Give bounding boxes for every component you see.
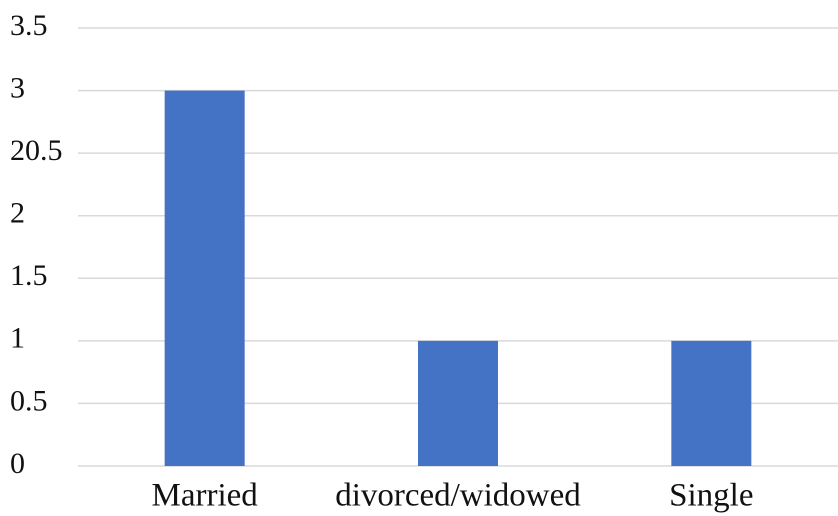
y-tick-label: 2 <box>10 197 25 230</box>
bar <box>164 90 245 467</box>
y-tick-label: 20.5 <box>10 134 63 167</box>
y-tick-label: 3 <box>10 71 25 104</box>
y-tick-label: 0 <box>10 447 25 480</box>
x-tick-label: Single <box>669 478 753 514</box>
y-tick-label: 3.5 <box>10 9 48 42</box>
bar <box>671 340 752 466</box>
bar <box>418 340 498 466</box>
y-tick-label: 0.5 <box>10 384 48 417</box>
x-tick-label: divorced/widowed <box>335 478 581 514</box>
y-tick-label: 1 <box>10 322 25 355</box>
x-tick-label: Married <box>152 478 259 514</box>
y-tick-label: 1.5 <box>10 259 48 292</box>
